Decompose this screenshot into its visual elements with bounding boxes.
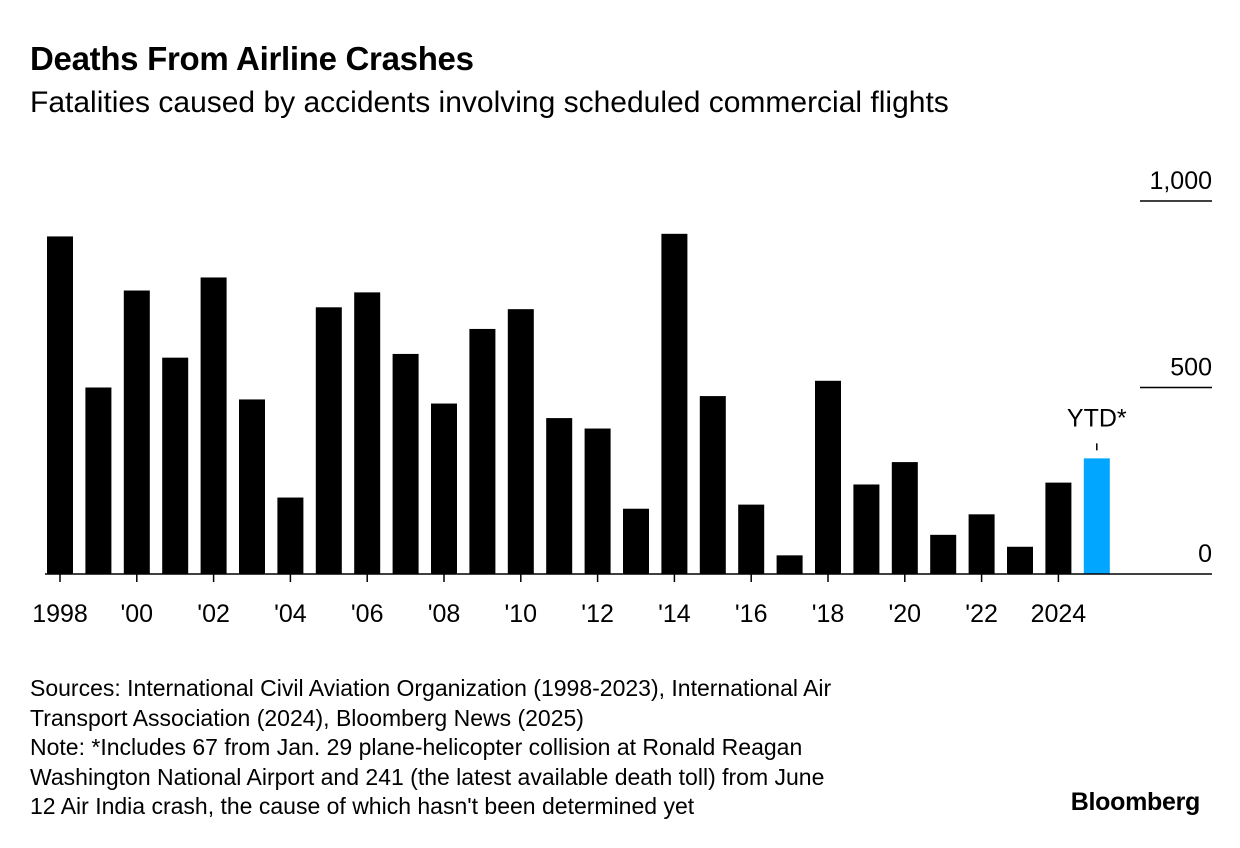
chart-title: Deaths From Airline Crashes bbox=[30, 40, 474, 77]
bar-chart: 0 500 1,000 1998 '00 '02 '04 '06 '08 '10 '12 '14 '16… bbox=[32, 167, 1212, 628]
bloomberg-logo: Bloomberg bbox=[1070, 788, 1201, 816]
sources-note: Sources: International Civil Aviation Or… bbox=[30, 674, 1010, 822]
bar bbox=[162, 357, 189, 574]
bar bbox=[623, 508, 649, 574]
x-tick-label: 1998 bbox=[32, 600, 88, 628]
x-tick-label: '06 bbox=[351, 600, 384, 628]
x-tick-label: '14 bbox=[658, 600, 691, 628]
note-line: Sources: International Civil Aviation Or… bbox=[30, 675, 832, 701]
x-tick-label: '16 bbox=[735, 600, 768, 628]
y-tick-label: 0 bbox=[1198, 540, 1212, 568]
bar bbox=[546, 418, 573, 574]
x-tick-label: '20 bbox=[889, 600, 922, 628]
x-tick-label: '12 bbox=[581, 600, 614, 628]
note-line: Washington National Airport and 241 (the… bbox=[30, 763, 825, 790]
bar bbox=[469, 328, 496, 574]
bar bbox=[853, 484, 880, 574]
y-tick-label: 1,000 bbox=[1149, 167, 1212, 195]
bar bbox=[277, 497, 304, 574]
bar bbox=[47, 236, 73, 574]
x-tick-label: '02 bbox=[197, 600, 230, 628]
x-tick-label: '04 bbox=[274, 600, 307, 628]
x-tick-label: '22 bbox=[965, 600, 998, 628]
note-line: Note: *Includes 67 from Jan. 29 plane-he… bbox=[30, 734, 803, 760]
x-tick-label: '08 bbox=[428, 600, 461, 628]
x-tick-label: '00 bbox=[121, 600, 154, 628]
bar bbox=[200, 277, 227, 574]
bar bbox=[507, 309, 534, 574]
bar bbox=[123, 290, 150, 574]
ytd-annotation: YTD* bbox=[1067, 404, 1127, 432]
y-tick-label: 500 bbox=[1170, 354, 1212, 382]
bar bbox=[968, 514, 995, 574]
bar bbox=[1045, 482, 1072, 574]
bar bbox=[239, 399, 265, 574]
bar bbox=[584, 428, 611, 574]
x-tick-label: 2024 bbox=[1031, 600, 1087, 628]
x-tick-label: '18 bbox=[812, 600, 845, 628]
bar-highlight bbox=[1083, 458, 1110, 574]
bar bbox=[930, 534, 957, 574]
chart-subtitle: Fatalities caused by accidents involving… bbox=[30, 86, 949, 119]
bar bbox=[776, 555, 803, 574]
bar bbox=[661, 233, 688, 574]
bar bbox=[354, 292, 381, 574]
bar bbox=[392, 353, 419, 574]
bar bbox=[315, 307, 342, 574]
bar bbox=[431, 403, 457, 574]
note-line: 12 Air India crash, the cause of which h… bbox=[30, 793, 695, 819]
note-line: Transport Association (2024), Bloomberg … bbox=[30, 704, 584, 731]
bar bbox=[1007, 546, 1033, 574]
bar bbox=[738, 504, 765, 574]
bar bbox=[815, 380, 841, 574]
bar bbox=[699, 396, 726, 574]
x-tick-label: '10 bbox=[505, 600, 538, 628]
bar bbox=[85, 387, 112, 574]
bar bbox=[891, 462, 918, 574]
